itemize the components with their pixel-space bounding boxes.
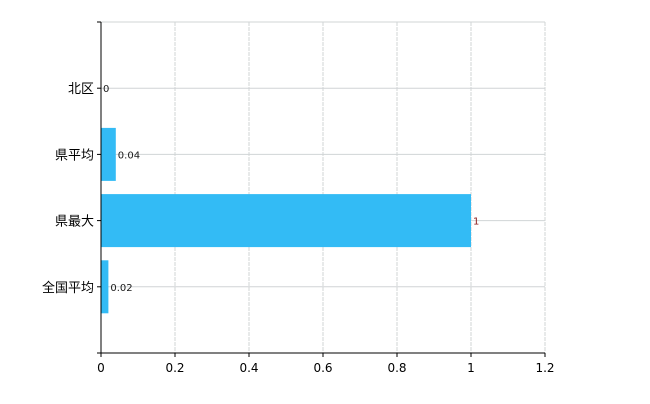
- x-tick-label: 1: [467, 361, 475, 375]
- data-label: 0: [103, 84, 109, 95]
- x-tick-label: 0: [97, 361, 105, 375]
- data-label: 0.04: [118, 150, 140, 161]
- x-tick-label: 0.2: [165, 361, 184, 375]
- x-tick-label: 0.8: [387, 361, 406, 375]
- data-label: 0.02: [110, 283, 132, 294]
- bar: [101, 127, 116, 181]
- x-tick-label: 1.2: [535, 361, 554, 375]
- y-tick-label: 県平均: [55, 148, 94, 163]
- bar: [101, 260, 109, 314]
- y-tick-label: 全国平均: [42, 280, 94, 296]
- x-tick-label: 0.6: [313, 361, 332, 375]
- x-tick-label: 0.4: [239, 361, 258, 375]
- bar: [101, 194, 471, 248]
- y-tick-label: 北区: [68, 82, 94, 97]
- data-label: 1: [473, 217, 479, 228]
- y-tick-label: 県最大: [55, 215, 94, 230]
